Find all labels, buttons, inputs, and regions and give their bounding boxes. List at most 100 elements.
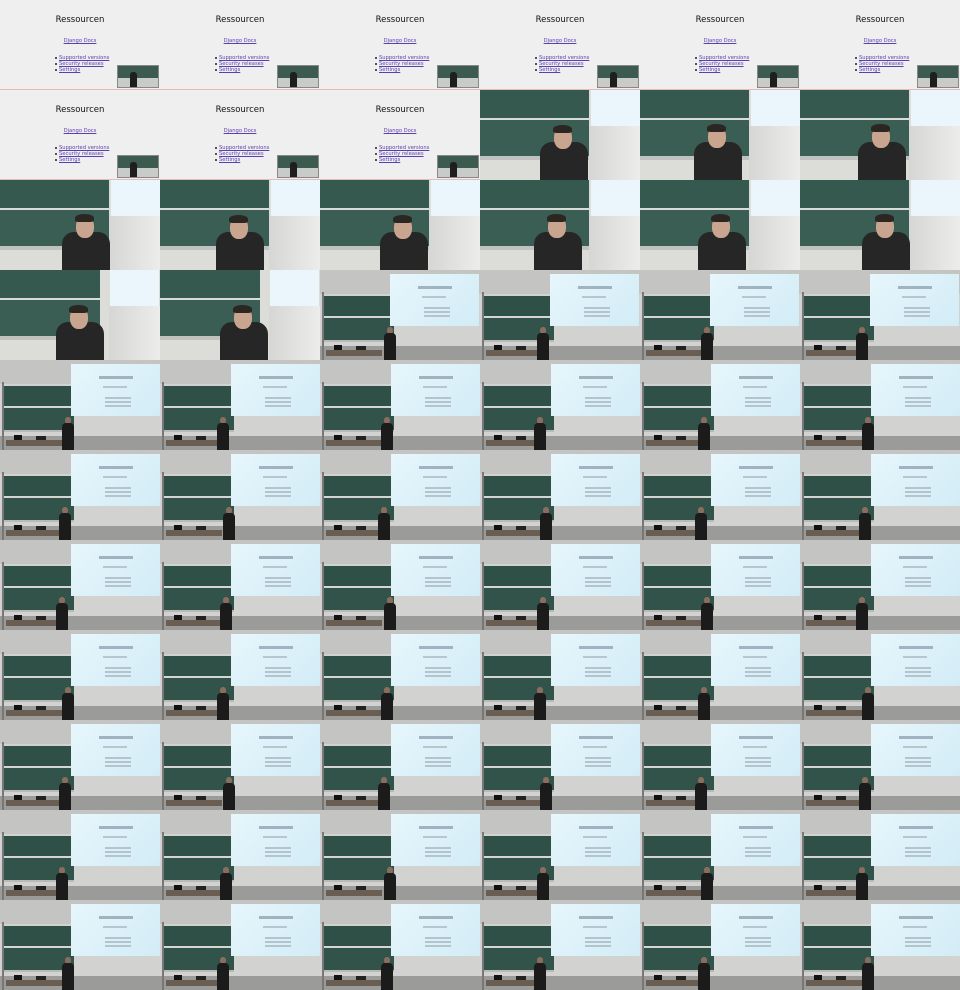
docs-link[interactable]: Django Docs [63, 128, 97, 134]
lectern-desk [646, 705, 702, 716]
list-item[interactable]: Settings [54, 67, 109, 73]
projected-list-item [425, 401, 451, 403]
projection-screen [231, 454, 320, 506]
slide-frame: Ressourcen Django Docs Supported version… [0, 0, 160, 90]
projected-title [419, 646, 453, 649]
list-item[interactable]: Settings [854, 67, 909, 73]
window [911, 90, 960, 128]
projected-list-item [424, 315, 450, 317]
list-item[interactable]: Security releases [214, 61, 269, 67]
lectern-desk [6, 615, 62, 626]
list-item[interactable]: Settings [694, 67, 749, 73]
lecture-hall-frame [640, 630, 800, 720]
list-item[interactable]: Supported versions [54, 145, 110, 151]
speaker [540, 507, 552, 540]
list-item[interactable]: Supported versions [214, 55, 270, 61]
lectern-desk [166, 885, 222, 896]
projected-list-item [265, 401, 291, 403]
list-item[interactable]: Security releases [694, 61, 749, 67]
slide-title: Ressourcen [215, 15, 265, 25]
projection-screen [71, 454, 160, 506]
docs-link[interactable]: Django Docs [703, 38, 737, 44]
list-item[interactable]: Settings [54, 157, 109, 163]
docs-link[interactable]: Django Docs [223, 128, 257, 134]
speaker [534, 417, 546, 450]
hoodie [694, 142, 742, 180]
list-item[interactable]: Settings [214, 67, 269, 73]
lectern-desk [486, 345, 542, 356]
projection-screen [71, 814, 160, 866]
speaker-hair [871, 124, 890, 132]
list-item[interactable]: Supported versions [374, 145, 430, 151]
speaker-body [378, 783, 390, 810]
docs-link[interactable]: Django Docs [63, 38, 97, 44]
board-rail [2, 742, 4, 810]
docs-link[interactable]: Django Docs [223, 38, 257, 44]
speaker-head [220, 687, 226, 694]
list-item[interactable]: Security releases [214, 151, 269, 157]
list-item[interactable]: Security releases [54, 151, 109, 157]
speaker-body [384, 873, 396, 900]
list-item[interactable]: Security releases [854, 61, 909, 67]
list-item[interactable]: Supported versions [374, 55, 430, 61]
list-item[interactable]: Settings [374, 67, 429, 73]
speaker [695, 507, 707, 540]
wall [589, 126, 640, 180]
lectern-desk [326, 615, 382, 626]
docs-link[interactable]: Django Docs [863, 38, 897, 44]
board-rail [642, 382, 644, 450]
list-item[interactable]: Supported versions [54, 55, 110, 61]
projected-list-item [265, 675, 291, 677]
projection-screen [391, 724, 480, 776]
projected-list-item [905, 765, 931, 767]
slide-frame: Ressourcen Django Docs Supported version… [320, 0, 480, 90]
speaker [217, 687, 229, 720]
speaker [537, 327, 549, 360]
projected-list-item [585, 667, 611, 669]
board-rail [2, 382, 4, 450]
projected-link [903, 926, 927, 928]
docs-link[interactable]: Django Docs [383, 128, 417, 134]
lectern-desk [166, 435, 222, 446]
speaker [217, 957, 229, 990]
projected-list-item [425, 847, 451, 849]
board-rail [802, 562, 804, 630]
slide-title: Ressourcen [55, 15, 105, 25]
list-item[interactable]: Settings [534, 67, 589, 73]
lectern-desk [646, 975, 702, 986]
list-item[interactable]: Supported versions [534, 55, 590, 61]
projected-title [419, 376, 453, 379]
speaker [701, 327, 713, 360]
window [591, 180, 640, 218]
projection-screen [871, 634, 960, 686]
list-item[interactable]: Supported versions [214, 145, 270, 151]
speaker-hair [69, 305, 88, 313]
speaker-body [701, 873, 713, 900]
projected-list-item [425, 577, 451, 579]
board-rail [482, 562, 484, 630]
docs-link[interactable]: Django Docs [543, 38, 577, 44]
slide-frame: Ressourcen Django Docs Supported version… [480, 0, 640, 90]
projected-list-item [425, 671, 451, 673]
speaker-closeup-frame [480, 90, 640, 180]
speaker-head [701, 687, 707, 694]
list-item[interactable]: Security releases [374, 151, 429, 157]
list-item[interactable]: Settings [214, 157, 269, 163]
speaker-hair [707, 124, 726, 132]
list-item[interactable]: Settings [374, 157, 429, 163]
list-item[interactable]: Security releases [374, 61, 429, 67]
projected-list-item [745, 405, 771, 407]
list-item[interactable]: Security releases [534, 61, 589, 67]
projected-list-item [105, 491, 131, 493]
speaker [378, 507, 390, 540]
list-item[interactable]: Security releases [54, 61, 109, 67]
list-item[interactable]: Supported versions [694, 55, 750, 61]
docs-link[interactable]: Django Docs [383, 38, 417, 44]
projected-list-item [745, 401, 771, 403]
speaker-body [540, 783, 552, 810]
projected-title [579, 376, 613, 379]
list-item[interactable]: Supported versions [854, 55, 910, 61]
speaker-body [223, 783, 235, 810]
projected-list-item [585, 487, 611, 489]
